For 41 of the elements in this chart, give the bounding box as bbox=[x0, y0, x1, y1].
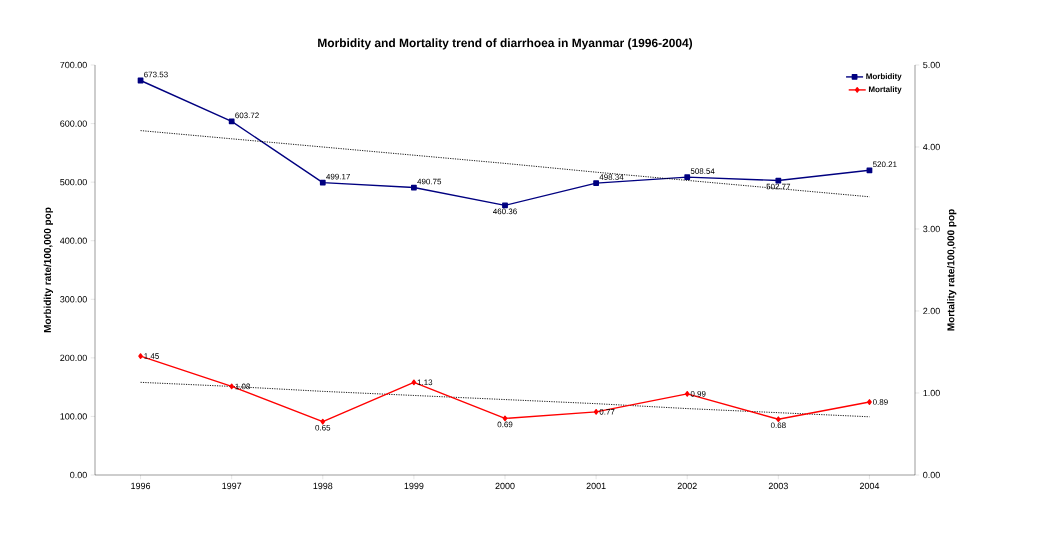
y2-tick-label: 3.00 bbox=[923, 225, 940, 233]
point bbox=[411, 184, 417, 191]
x-tick-label: 2003 bbox=[768, 482, 788, 490]
y-axis-title: Morbidity rate/100,000 pop bbox=[43, 207, 53, 333]
x-tick-label: 1999 bbox=[404, 482, 424, 490]
y-tick-label: 700.00 bbox=[60, 61, 87, 69]
point bbox=[684, 174, 691, 181]
y2-tick-label: 4.00 bbox=[922, 143, 940, 151]
y2-tick-label: 1.00 bbox=[923, 389, 940, 397]
point bbox=[593, 180, 599, 186]
x-tick-label: 2002 bbox=[677, 482, 697, 490]
x-tick-label: 2000 bbox=[495, 482, 515, 490]
point bbox=[684, 390, 690, 397]
x-tick-label: 1996 bbox=[131, 482, 151, 490]
point bbox=[320, 418, 326, 425]
point bbox=[411, 379, 417, 386]
line-series bbox=[140, 381, 870, 418]
x-tick-label: 2001 bbox=[586, 482, 606, 490]
point bbox=[867, 399, 872, 405]
x-tick-label: 2004 bbox=[859, 482, 880, 490]
y2-axis-title: Mortality rate/100,000 pop bbox=[947, 209, 957, 331]
y-tick-label: 200.00 bbox=[60, 354, 87, 362]
x-tick-label: 1998 bbox=[313, 482, 333, 490]
point bbox=[866, 167, 873, 174]
y-tick-label: 500.00 bbox=[60, 178, 87, 186]
y2-tick-label: 2.00 bbox=[923, 307, 940, 315]
chart-title: Morbidity and Mortality trend of diarrhoea in Myanmar (1996-2004) bbox=[318, 38, 693, 50]
point bbox=[228, 118, 235, 125]
point bbox=[138, 353, 143, 359]
x-tick-label: 1997 bbox=[222, 482, 242, 490]
y2-tick-label: 5.00 bbox=[923, 61, 940, 69]
line-series bbox=[140, 130, 870, 198]
y-tick-label: 600.00 bbox=[60, 120, 87, 127]
y-tick-label: 0.00 bbox=[70, 471, 87, 479]
point bbox=[229, 383, 235, 390]
y-tick-label: 100.00 bbox=[60, 413, 87, 420]
y2-tick-label: 0.00 bbox=[923, 471, 940, 479]
y-tick-label: 300.00 bbox=[60, 296, 87, 303]
point bbox=[593, 408, 599, 415]
y-tick-label: 400.00 bbox=[60, 237, 87, 244]
point bbox=[319, 179, 326, 186]
